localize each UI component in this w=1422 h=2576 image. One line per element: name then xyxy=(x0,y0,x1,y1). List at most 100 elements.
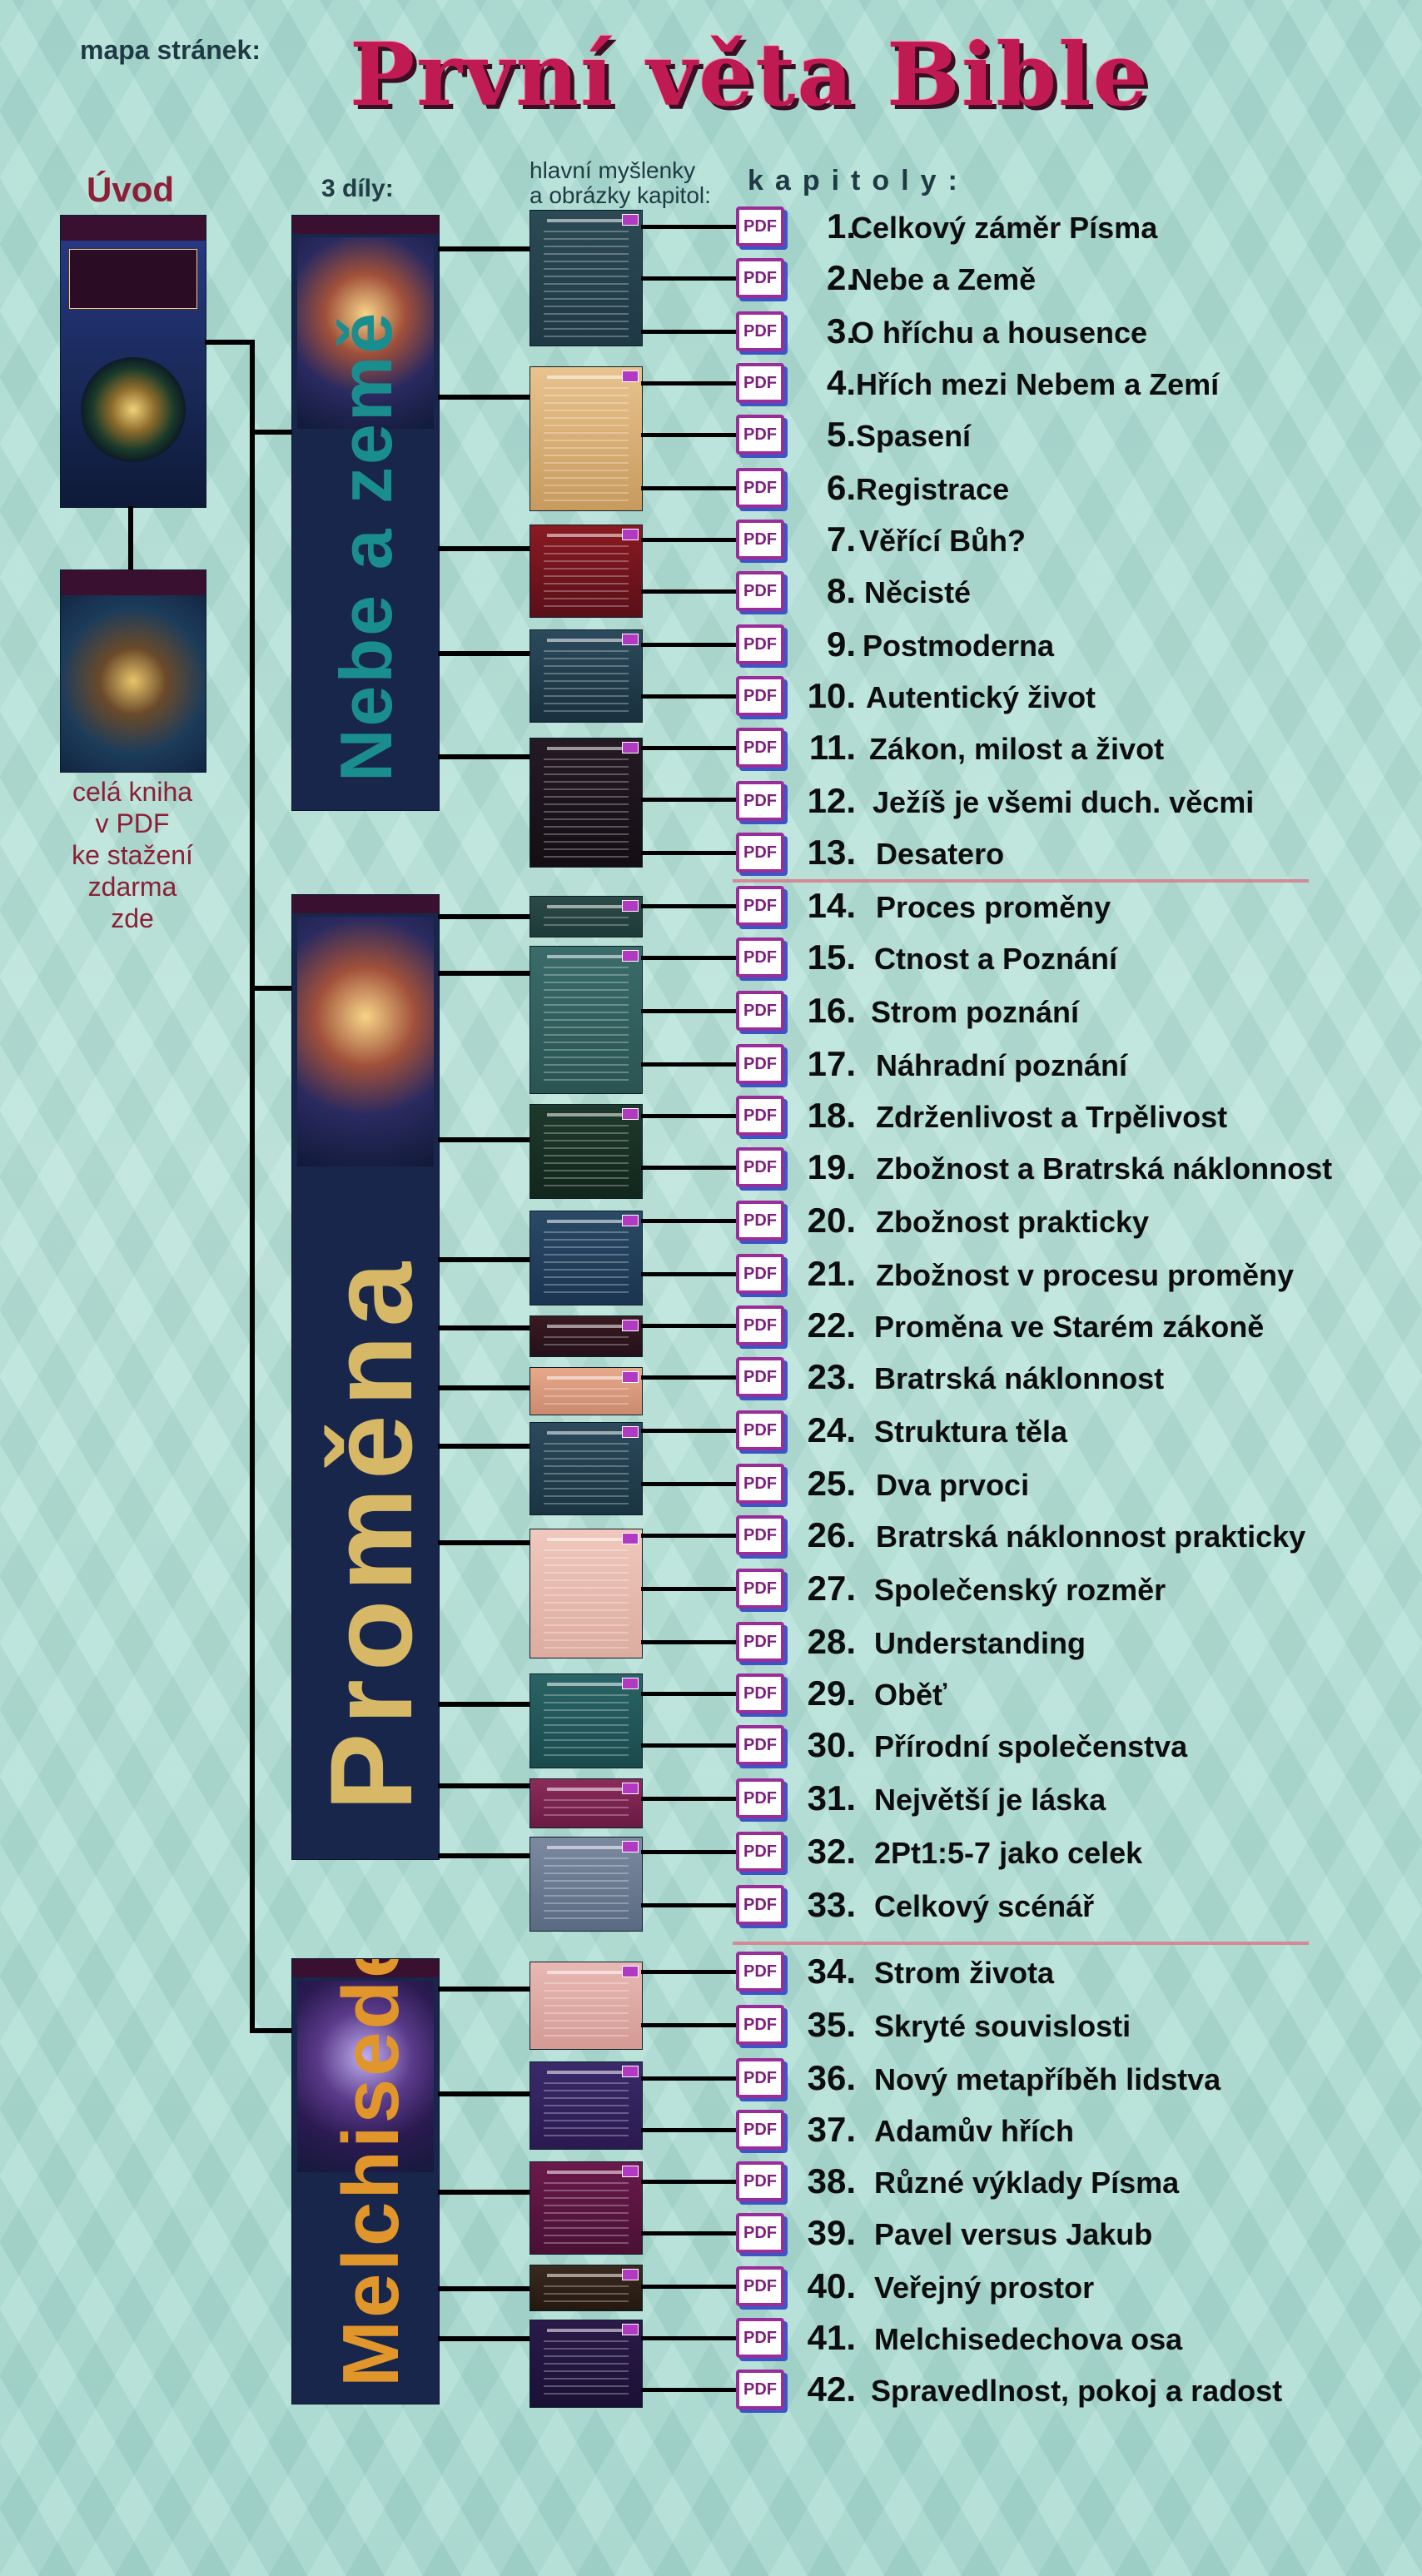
pdf-icon[interactable]: PDF xyxy=(736,886,784,926)
chapter-thumbnail-34-35[interactable] xyxy=(530,1962,643,2050)
chapter-thumbnail-9-10[interactable] xyxy=(530,629,643,723)
chapter-link[interactable]: Zbožnost v procesu proměny xyxy=(876,1258,1295,1292)
intro-cover-link[interactable] xyxy=(60,215,206,508)
pdf-icon[interactable]: PDF xyxy=(736,1885,784,1925)
pdf-icon[interactable]: PDF xyxy=(736,1673,784,1713)
chapter-link[interactable]: Zdrženlivost a Trpělivost xyxy=(876,1100,1228,1134)
chapter-link[interactable]: Zbožnost prakticky xyxy=(876,1205,1150,1239)
pdf-icon[interactable]: PDF xyxy=(736,206,784,246)
chapter-link[interactable]: Spasení xyxy=(856,419,972,453)
chapter-link[interactable]: Skryté souvislosti xyxy=(874,2009,1131,2043)
chapter-link[interactable]: Proměna ve Starém zákoně xyxy=(874,1310,1265,1344)
chapter-link[interactable]: Ježíš je všemi duch. věcmi xyxy=(873,785,1255,819)
chapter-thumbnail-22[interactable] xyxy=(530,1315,643,1357)
pdf-icon[interactable]: PDF xyxy=(736,468,784,508)
chapter-link[interactable]: Zbožnost a Bratrská náklonnost xyxy=(876,1151,1333,1186)
pdf-icon[interactable]: PDF xyxy=(736,937,784,977)
chapter-thumbnail-32-33[interactable] xyxy=(530,1837,643,1932)
pdf-icon[interactable]: PDF xyxy=(736,624,784,664)
part-nebe-a-zeme-link[interactable]: Nebe a země xyxy=(291,215,440,811)
chapter-thumbnail-23[interactable] xyxy=(530,1367,643,1415)
chapter-link[interactable]: Pavel versus Jakub xyxy=(874,2217,1153,2251)
pdf-icon[interactable]: PDF xyxy=(736,1147,784,1187)
chapter-link[interactable]: Desatero xyxy=(876,837,1005,871)
chapter-link[interactable]: Proces proměny xyxy=(876,890,1111,924)
chapter-link[interactable]: Melchisedechova osa xyxy=(874,2322,1183,2356)
pdf-icon[interactable]: PDF xyxy=(736,991,784,1031)
chapter-thumbnail-14[interactable] xyxy=(530,896,643,937)
pdf-icon[interactable]: PDF xyxy=(736,363,784,403)
chapter-thumbnail-41-42[interactable] xyxy=(530,2320,643,2408)
pdf-icon[interactable]: PDF xyxy=(736,2110,784,2150)
chapter-link[interactable]: Bratrská náklonnost xyxy=(874,1361,1165,1395)
pdf-icon[interactable]: PDF xyxy=(736,1254,784,1294)
chapter-link[interactable]: Bratrská náklonnost prakticky xyxy=(876,1519,1306,1554)
chapter-thumbnail-15-17[interactable] xyxy=(530,946,643,1094)
pdf-icon[interactable]: PDF xyxy=(736,1569,784,1609)
chapter-thumbnail-4-6[interactable] xyxy=(530,366,643,511)
chapter-link[interactable]: Registrace xyxy=(856,472,1010,506)
pdf-icon[interactable]: PDF xyxy=(736,833,784,873)
pdf-icon[interactable]: PDF xyxy=(736,1832,784,1872)
chapter-link[interactable]: Různé výklady Písma xyxy=(874,2166,1180,2200)
pdf-icon[interactable]: PDF xyxy=(736,676,784,716)
pdf-icon[interactable]: PDF xyxy=(736,1410,784,1450)
part-melchisedech-link[interactable]: Melchisedech xyxy=(291,1958,440,2404)
chapter-link[interactable]: 2Pt1:5-7 jako celek xyxy=(874,1836,1143,1870)
part-promena-link[interactable]: Proměna xyxy=(291,894,440,1860)
pdf-icon[interactable]: PDF xyxy=(736,311,784,351)
pdf-icon[interactable]: PDF xyxy=(736,728,784,768)
chapter-thumbnail-7-8[interactable] xyxy=(530,525,643,618)
chapter-link[interactable]: Ctnost a Poznání xyxy=(874,942,1118,976)
pdf-icon[interactable]: PDF xyxy=(736,2058,784,2098)
chapter-link[interactable]: Zákon, milost a život xyxy=(869,732,1165,766)
pdf-icon[interactable]: PDF xyxy=(736,1515,784,1555)
chapter-thumbnail-26-28[interactable] xyxy=(530,1529,643,1658)
chapter-link[interactable]: O hříchu a housence xyxy=(851,316,1148,350)
chapter-link[interactable]: Oběť xyxy=(874,1678,947,1712)
chapter-thumbnail-24-25[interactable] xyxy=(530,1422,643,1515)
pdf-icon[interactable]: PDF xyxy=(736,781,784,821)
full-book-download-link[interactable]: celá kniha v PDF ke stažení zdarma zde xyxy=(45,776,220,934)
chapter-link[interactable]: Adamův hřích xyxy=(874,2114,1075,2148)
chapter-link[interactable]: Veřejný prostor xyxy=(874,2270,1095,2305)
chapter-thumbnail-36-37[interactable] xyxy=(530,2061,643,2150)
pdf-icon[interactable]: PDF xyxy=(736,2266,784,2306)
chapter-link[interactable]: Spravedlnost, pokoj a radost xyxy=(871,2374,1283,2408)
chapter-thumbnail-11-13[interactable] xyxy=(530,738,643,868)
chapter-link[interactable]: Struktura těla xyxy=(874,1415,1068,1449)
chapter-link[interactable]: Strom života xyxy=(874,1956,1055,1990)
pdf-icon[interactable]: PDF xyxy=(736,1357,784,1397)
pdf-icon[interactable]: PDF xyxy=(736,2161,784,2201)
chapter-link[interactable]: Hřích mezi Nebem a Zemí xyxy=(856,367,1220,401)
chapter-link[interactable]: Přírodní společenstva xyxy=(874,1729,1188,1763)
chapter-link[interactable]: Understanding xyxy=(874,1626,1086,1660)
chapter-thumbnail-31[interactable] xyxy=(530,1778,643,1828)
chapter-thumbnail-38-39[interactable] xyxy=(530,2161,643,2255)
pdf-icon[interactable]: PDF xyxy=(736,2005,784,2045)
chapter-link[interactable]: Postmoderna xyxy=(863,629,1055,663)
chapter-link[interactable]: Celkový záměr Písma xyxy=(851,211,1158,245)
pdf-icon[interactable]: PDF xyxy=(736,1201,784,1241)
chapter-link[interactable]: Společenský rozměr xyxy=(874,1573,1166,1607)
pdf-icon[interactable]: PDF xyxy=(736,1725,784,1765)
pdf-icon[interactable]: PDF xyxy=(736,1622,784,1662)
pdf-icon[interactable]: PDF xyxy=(736,2213,784,2253)
pdf-icon[interactable]: PDF xyxy=(736,1952,784,1992)
chapter-link[interactable]: Náhradní poznání xyxy=(876,1048,1128,1082)
chapter-link[interactable]: Něcisté xyxy=(864,575,972,609)
pdf-icon[interactable]: PDF xyxy=(736,1044,784,1084)
chapter-thumbnail-29-30[interactable] xyxy=(530,1673,643,1768)
pdf-icon[interactable]: PDF xyxy=(736,1778,784,1818)
chapter-link[interactable]: Nebe a Země xyxy=(851,262,1037,296)
chapter-link[interactable]: Autentický život xyxy=(866,680,1096,714)
chapter-thumbnail-40[interactable] xyxy=(530,2265,643,2311)
pdf-icon[interactable]: PDF xyxy=(736,2318,784,2358)
full-book-cover-link[interactable] xyxy=(60,569,206,773)
pdf-icon[interactable]: PDF xyxy=(736,1305,784,1345)
chapter-link[interactable]: Největší je láska xyxy=(874,1783,1106,1817)
pdf-icon[interactable]: PDF xyxy=(736,1096,784,1136)
pdf-icon[interactable]: PDF xyxy=(736,1464,784,1504)
chapter-thumbnail-18-19[interactable] xyxy=(530,1104,643,1199)
chapter-link[interactable]: Věřící Bůh? xyxy=(859,524,1027,558)
